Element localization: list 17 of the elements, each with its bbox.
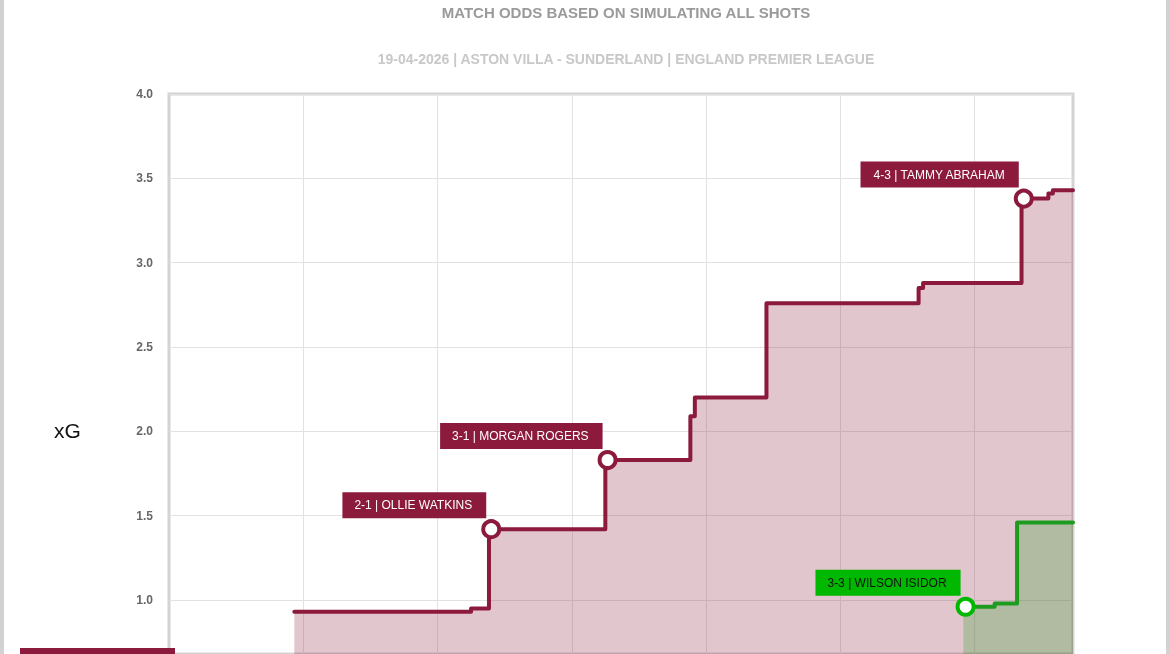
y-tick-label: 4.0 <box>136 87 154 101</box>
data-label: 3-3 | WILSON ISIDOR <box>827 575 947 590</box>
point <box>597 450 618 471</box>
y-tick-label: 3.5 <box>136 171 154 186</box>
y-tick-label: 2.5 <box>136 340 154 355</box>
data-label: 2-1 | OLLIE WATKINS <box>354 498 473 513</box>
y-tick-label: 1.0 <box>136 593 154 608</box>
y-axis-title: xG <box>54 419 81 442</box>
y-tick-label: 1.5 <box>136 508 154 523</box>
chart-title: MATCH ODDS BASED ON SIMULATING ALL SHOTS <box>441 4 811 21</box>
data-label: 3-1 | MORGAN ROGERS <box>452 429 589 444</box>
y-tick-label: 2.0 <box>136 424 154 439</box>
point <box>481 519 502 540</box>
y-tick-label: 3.0 <box>136 255 154 270</box>
point <box>1013 188 1034 209</box>
data-label: 4-3 | TAMMY ABRAHAM <box>873 167 1005 182</box>
point <box>955 596 976 617</box>
